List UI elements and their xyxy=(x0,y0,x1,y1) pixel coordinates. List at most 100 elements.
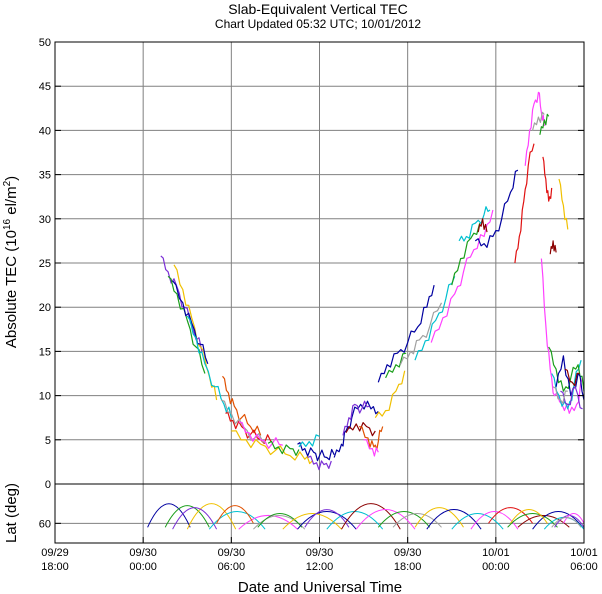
y-tick-label: 45 xyxy=(39,81,51,93)
main-plot-grid xyxy=(54,42,585,484)
y-axis-label-exp2: 2 xyxy=(2,180,13,186)
lat-arc xyxy=(297,511,357,530)
lat-arc xyxy=(257,513,303,528)
lat-axis-label: Lat (deg) xyxy=(3,483,20,543)
lat-arc xyxy=(282,513,342,530)
y-tick-label: 0 xyxy=(45,479,51,491)
lat-arc xyxy=(562,513,585,524)
tec-series-line xyxy=(458,206,491,242)
tec-series-line xyxy=(359,425,384,451)
tec-series-line xyxy=(399,302,443,365)
tec-series-line xyxy=(549,240,557,255)
tec-series-line xyxy=(414,276,456,361)
lat-arc xyxy=(507,513,558,528)
lat-arc xyxy=(377,511,431,528)
x-tick-time: 12:00 xyxy=(306,561,334,573)
chart-subtitle: Chart Updated 05:32 UTC; 10/01/2012 xyxy=(215,17,421,31)
tec-series-line xyxy=(385,352,407,379)
tec-series-line xyxy=(363,439,379,457)
y-axis-label-main: Absolute TEC (10 xyxy=(3,230,20,348)
y-axis-label-exp: 16 xyxy=(2,218,13,230)
tec-series-group xyxy=(160,91,585,471)
x-tick-time: 06:00 xyxy=(570,561,598,573)
tec-series-line xyxy=(548,346,585,392)
y-tick-label: 20 xyxy=(39,302,51,314)
lat-arc xyxy=(532,511,585,530)
tec-series-line xyxy=(377,284,435,383)
x-tick-date: 09/30 xyxy=(394,547,422,559)
tec-series-line xyxy=(430,209,494,343)
tec-series-line xyxy=(451,223,481,286)
tec-series-line xyxy=(514,143,535,264)
lat-y-tick-label: 60 xyxy=(39,518,51,530)
x-tick-time: 00:00 xyxy=(129,561,157,573)
lat-arc xyxy=(551,516,582,528)
x-axis-label: Date and Universal Time xyxy=(238,579,402,594)
tec-series-line xyxy=(374,370,406,419)
tec-series-line xyxy=(539,113,550,135)
y-tick-label: 30 xyxy=(39,214,51,226)
x-tick-date: 09/29 xyxy=(41,547,69,559)
lat-arc xyxy=(517,515,570,528)
x-tick-time: 06:00 xyxy=(218,561,246,573)
tec-series-line xyxy=(297,442,335,462)
lat-arc xyxy=(355,509,416,530)
tec-series-line xyxy=(477,218,488,233)
y-tick-label: 5 xyxy=(45,435,51,447)
tec-series-line xyxy=(307,455,332,471)
lat-arc xyxy=(147,503,191,528)
y-tick-label: 40 xyxy=(39,125,51,137)
x-tick-labels: 09/29 18:00 09/30 00:00 09/30 06:00 09/30 12:00… xyxy=(41,537,598,573)
y-tick-label: 35 xyxy=(39,170,51,182)
lat-arc xyxy=(341,503,401,530)
y-tick-label: 15 xyxy=(39,346,51,358)
lat-arc xyxy=(172,507,218,530)
tec-series-line xyxy=(231,430,313,465)
x-tick-date: 09/30 xyxy=(218,547,246,559)
tec-series-line xyxy=(474,169,519,248)
x-tick-date: 09/30 xyxy=(129,547,157,559)
y-tick-label: 10 xyxy=(39,391,51,403)
lat-arc xyxy=(164,505,210,528)
tec-series-line xyxy=(342,400,370,436)
tec-series-line xyxy=(172,280,209,365)
x-tick-date: 10/01 xyxy=(570,547,598,559)
lat-arc xyxy=(304,509,350,528)
tec-series-line xyxy=(333,400,379,458)
lat-arc xyxy=(510,509,548,524)
tec-series-line xyxy=(555,355,585,401)
tec-series-line xyxy=(540,258,584,414)
tec-series-line xyxy=(298,434,320,448)
tec-series-line xyxy=(564,368,580,387)
tec-series-line xyxy=(542,156,553,202)
x-tick-date: 09/30 xyxy=(306,547,334,559)
y-axis-label: Absolute TEC (1016 el/m2) xyxy=(2,176,20,348)
x-tick-time: 18:00 xyxy=(394,561,422,573)
tec-series-line xyxy=(552,386,568,404)
lat-arc xyxy=(216,505,254,524)
lat-arc xyxy=(470,511,519,530)
x-tick-time: 00:00 xyxy=(482,561,510,573)
tec-series-line xyxy=(238,421,283,449)
lat-arc xyxy=(451,513,504,530)
y-tick-label: 25 xyxy=(39,258,51,270)
main-y-ticks: 0 5 10 15 20 25 30 35 40 45 50 xyxy=(39,37,584,491)
x-tick-date: 10/01 xyxy=(482,547,510,559)
tec-series-line xyxy=(186,315,232,418)
tec-series-line xyxy=(267,440,300,456)
chart-title: Slab-Equivalent Vertical TEC xyxy=(228,1,408,17)
tec-series-line xyxy=(220,399,267,444)
y-axis-label-unit: el/m xyxy=(3,186,20,219)
lat-y-ticks: 60 xyxy=(39,518,61,530)
lat-arc xyxy=(326,511,384,530)
tec-series-line xyxy=(558,178,569,230)
tec-series-line xyxy=(532,111,545,131)
lat-plot-grid xyxy=(54,484,585,543)
lat-arc xyxy=(414,507,464,528)
y-tick-label: 50 xyxy=(39,37,51,49)
tec-series-line xyxy=(167,275,206,374)
lat-arcs-group xyxy=(147,503,585,530)
lat-arc xyxy=(238,515,298,530)
lat-arc xyxy=(392,513,442,528)
